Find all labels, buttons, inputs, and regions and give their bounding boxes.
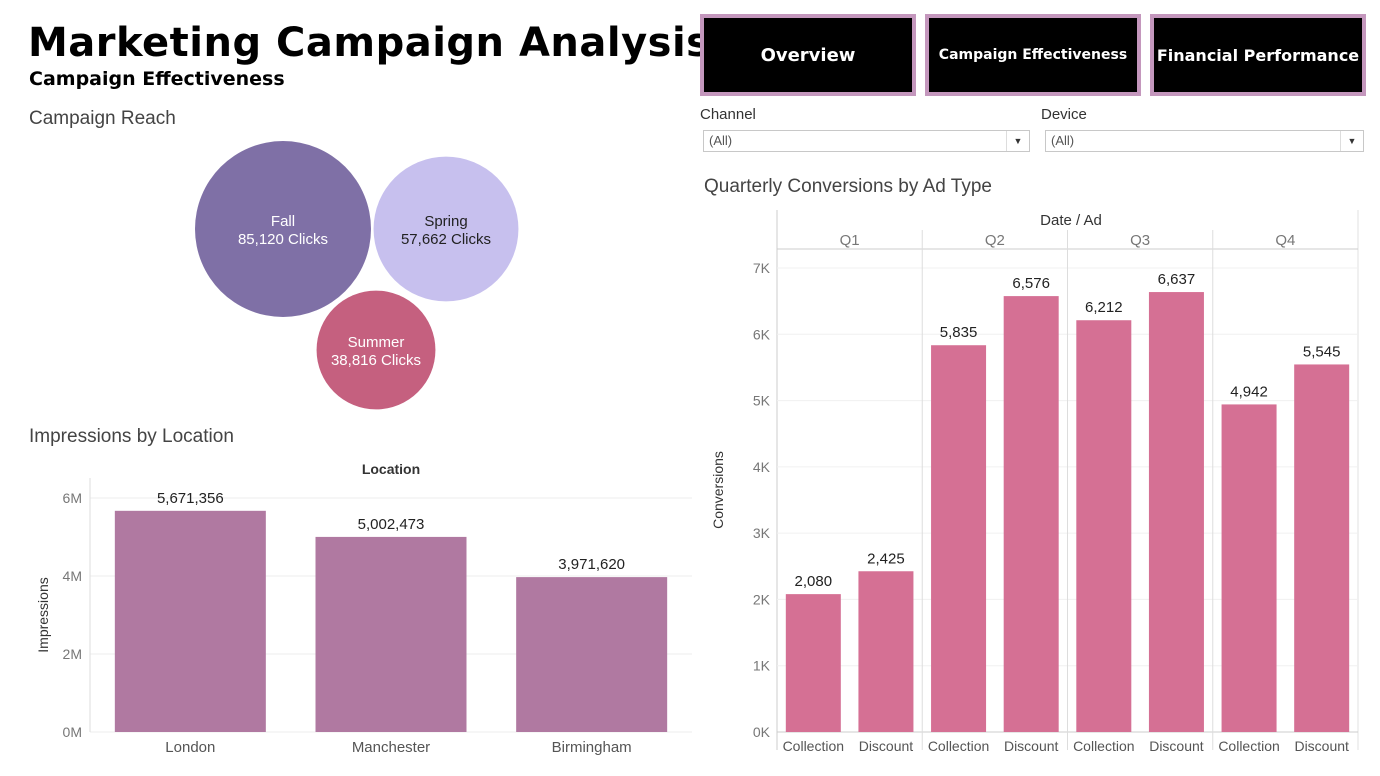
chevron-down-icon[interactable]: ▼ [1006,131,1029,151]
overview-button[interactable]: Overview [700,14,916,96]
channel-filter-select[interactable]: (All) ▼ [703,130,1030,152]
bar-manchester [315,536,467,732]
data-label: 5,002,473 [358,516,425,533]
y-tick-label: 4K [753,459,771,475]
page-subtitle: Campaign Effectiveness [29,68,285,90]
chevron-down-icon[interactable]: ▼ [1340,131,1363,151]
quarter-label: Q3 [1130,232,1150,249]
page-title: Marketing Campaign Analysis [28,20,711,66]
y-tick-label: 2K [753,591,771,607]
data-label: 5,671,356 [157,490,224,507]
y-tick-label: 4M [63,568,82,584]
bar-london [114,510,266,732]
bar-q4-discount [1294,364,1350,732]
quarterly-conversions-chart: Date / Ad 0K 1K 2K 3K 4K 5K 6K 7K Conversions Q1 2,… [710,210,1359,754]
x-tick-label: Discount [859,738,914,754]
device-filter-label: Device [1041,106,1087,123]
bar-q3-discount [1148,292,1204,732]
campaign-reach-title: Campaign Reach [29,108,176,129]
bubble-summer-name: Summer [348,334,405,351]
x-tick-label: London [165,739,215,756]
bubble-spring [373,156,519,302]
data-label: 5,835 [940,324,978,341]
y-axis-label: Conversions [710,451,726,529]
bubble-summer-value: 38,816 Clicks [331,352,421,369]
x-tick-label: Collection [1073,738,1134,754]
data-label: 5,545 [1303,343,1341,360]
quarter-label: Q2 [985,232,1005,249]
bubble-fall-value: 85,120 Clicks [238,231,328,248]
data-label: 6,637 [1158,271,1196,288]
y-tick-label: 0K [753,724,771,740]
data-label: 2,080 [795,573,833,590]
y-tick-label: 1K [753,658,771,674]
device-filter-value: (All) [1051,133,1075,148]
bar-q2-discount [1003,296,1059,732]
data-label: 6,212 [1085,299,1123,316]
y-axis-label: Impressions [35,577,51,652]
y-tick-label: 0M [63,724,82,740]
x-tick-label: Discount [1149,738,1204,754]
x-tick-label: Collection [1218,738,1279,754]
quarter-label: Q1 [840,232,860,249]
y-tick-label: 6K [753,326,771,342]
x-tick-label: Collection [928,738,989,754]
y-tick-label: 2M [63,646,82,662]
bubble-summer [316,290,436,410]
y-tick-label: 3K [753,525,771,541]
campaign-effectiveness-button[interactable]: Campaign Effectiveness [925,14,1141,96]
impressions-title: Impressions by Location [29,426,234,447]
bubble-fall-name: Fall [271,213,295,230]
data-label: 3,971,620 [558,556,625,573]
bubble-spring-name: Spring [424,213,467,230]
bar-q1-discount [858,571,914,732]
channel-filter-label: Channel [700,106,756,123]
bubble-spring-value: 57,662 Clicks [401,231,491,248]
data-label: 2,425 [867,550,905,567]
bubble-fall [195,141,371,317]
impressions-by-location-chart: Location 0M 2M 4M 6M Impressions 5,671,356 Lond… [35,461,692,756]
quarter-label: Q4 [1275,232,1295,249]
x-tick-label: Birmingham [552,739,632,756]
y-tick-label: 5K [753,393,771,409]
financial-performance-button[interactable]: Financial Performance [1150,14,1366,96]
y-tick-label: 6M [63,490,82,506]
x-tick-label: Discount [1004,738,1059,754]
device-filter-select[interactable]: (All) ▼ [1045,130,1364,152]
x-tick-label: Collection [783,738,844,754]
bar-q4-collection [1221,404,1277,732]
data-label: 6,576 [1012,275,1050,292]
location-header: Location [362,461,420,477]
bar-q3-collection [1076,320,1132,732]
bar-q2-collection [931,345,987,732]
bar-birmingham [516,577,668,732]
y-tick-label: 7K [753,260,771,276]
x-tick-label: Manchester [352,739,430,756]
x-tick-label: Discount [1294,738,1349,754]
conversions-title: Quarterly Conversions by Ad Type [704,176,992,197]
bar-q1-collection [785,594,841,732]
data-label: 4,942 [1230,383,1268,400]
channel-filter-value: (All) [709,133,733,148]
date-ad-header: Date / Ad [1040,212,1102,229]
